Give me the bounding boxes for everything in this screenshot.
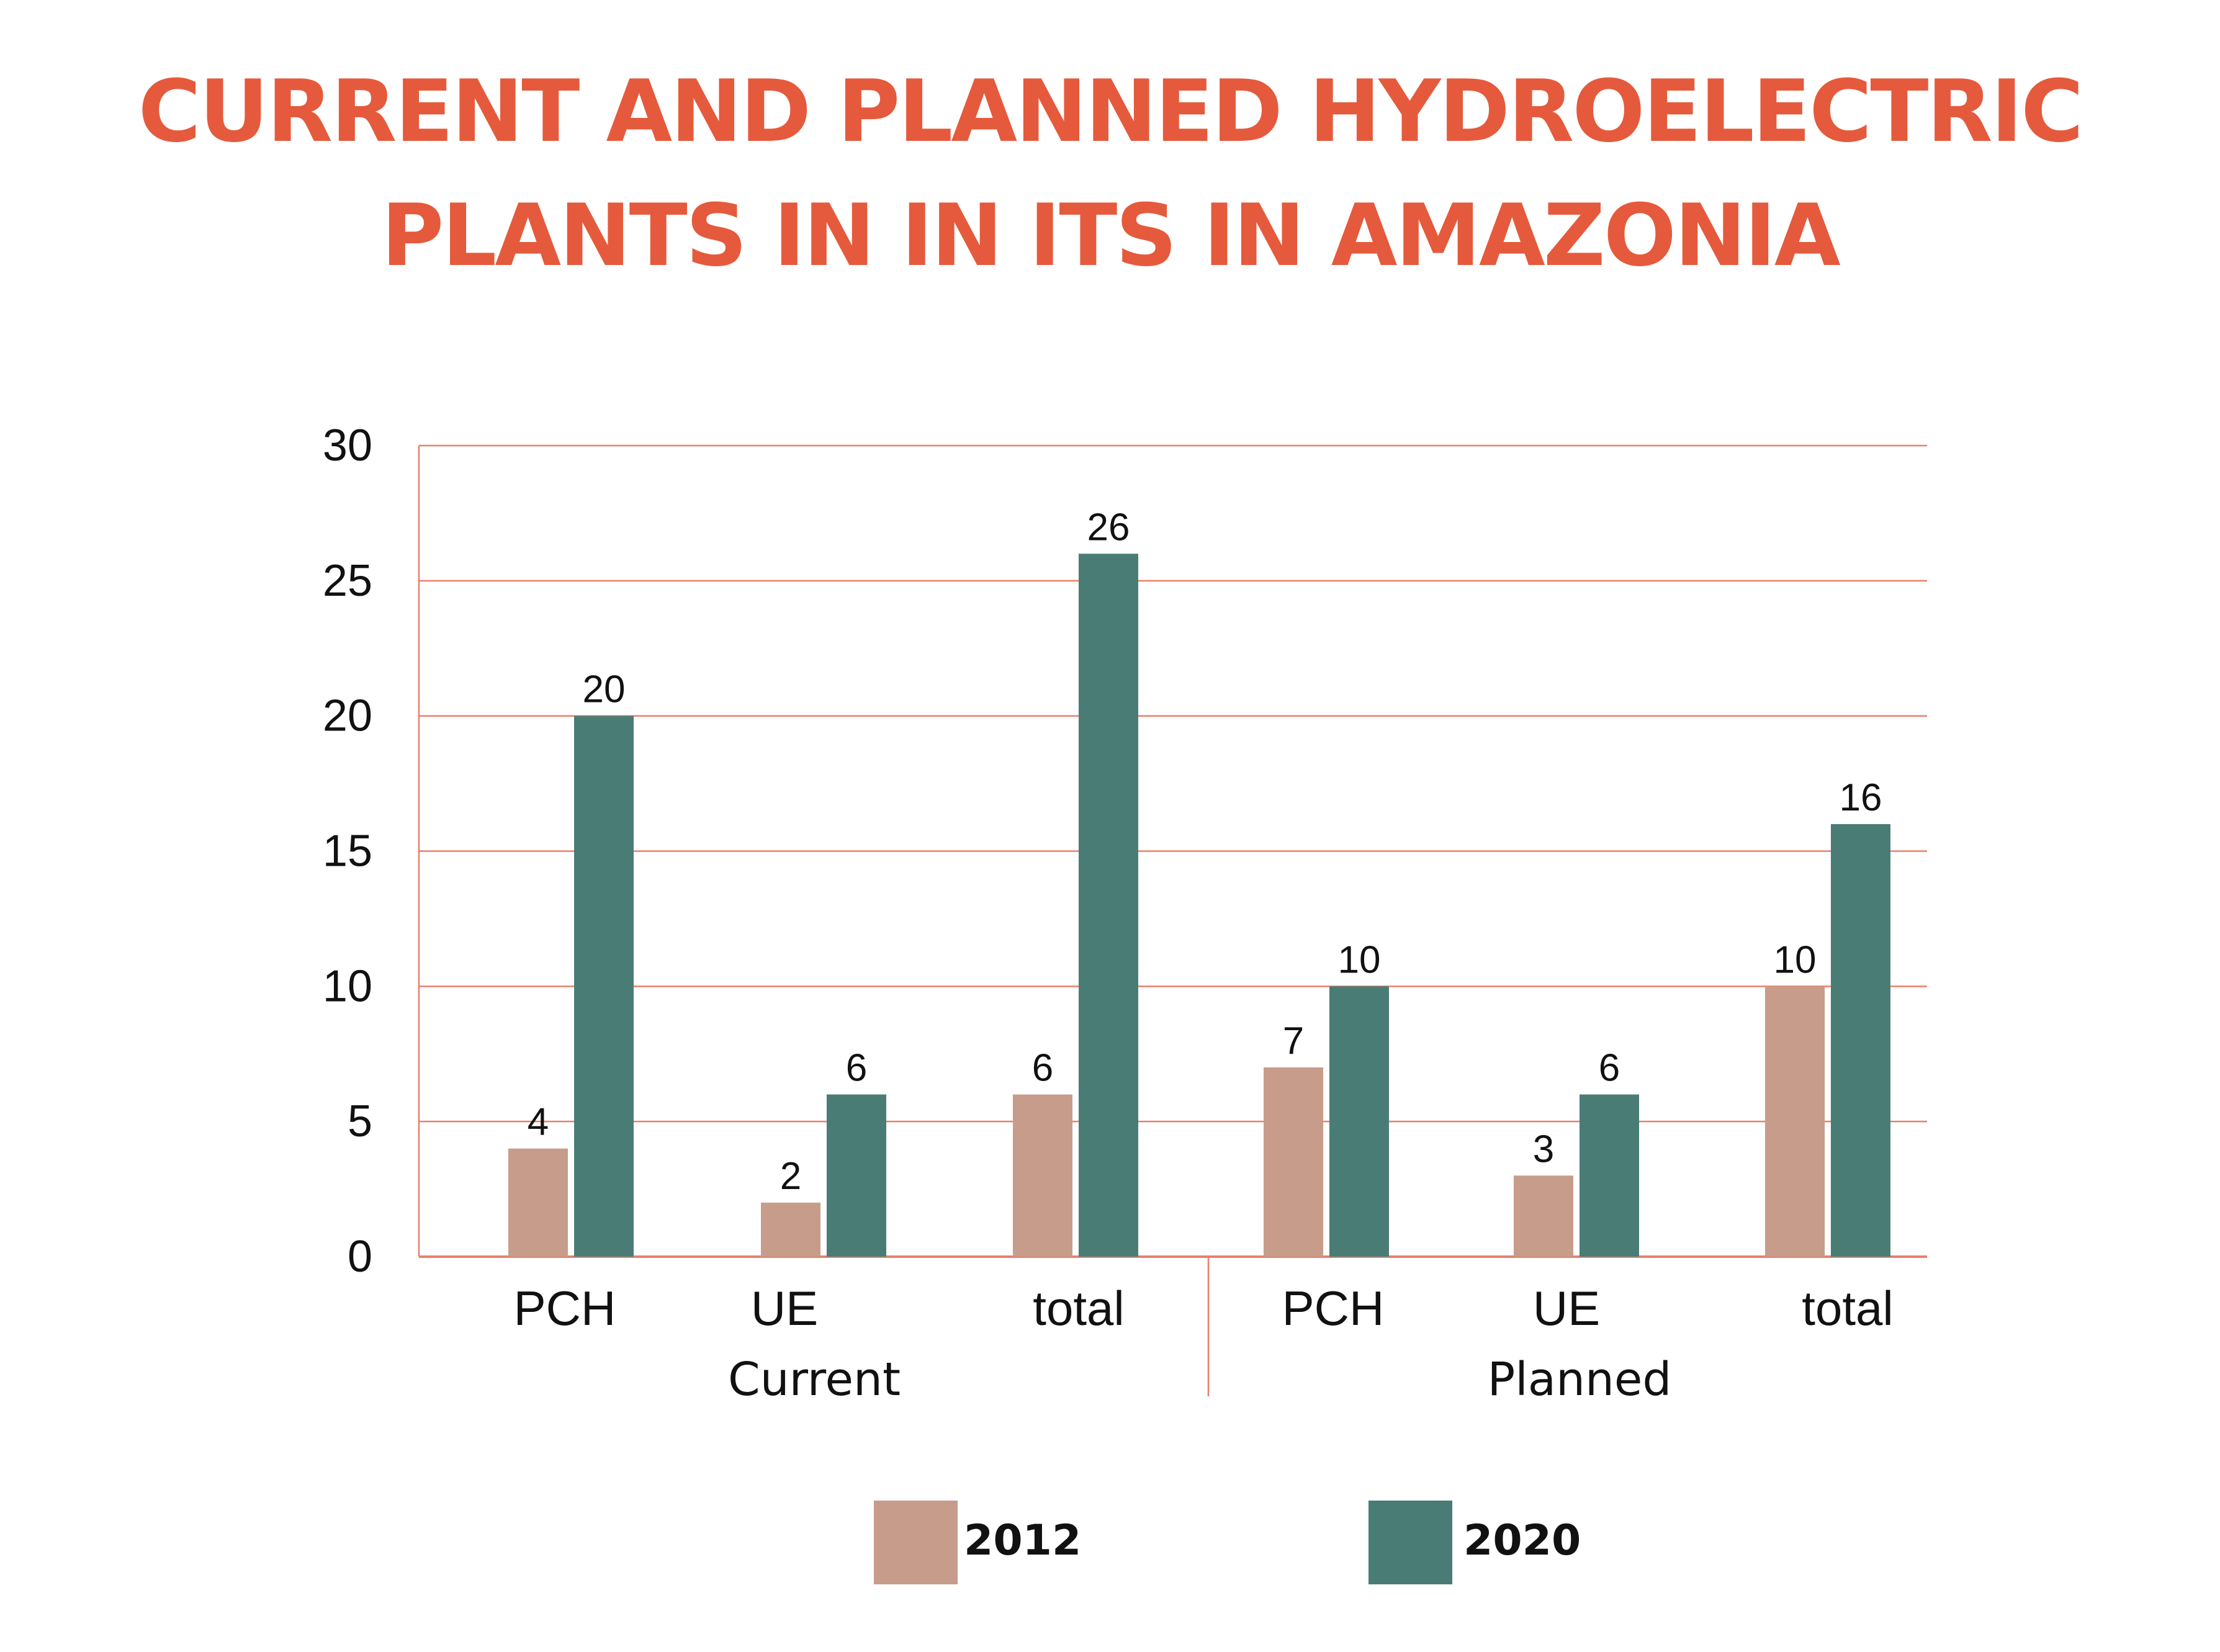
x-axis-categories: PCH UE total PCH UE total — [514, 1281, 1894, 1336]
x-category-label: UE — [1533, 1281, 1600, 1336]
bar-2012-total — [1013, 1094, 1072, 1257]
x-category-label: UE — [751, 1281, 818, 1336]
legend-swatch-2020 — [1368, 1501, 1452, 1584]
bar-2020-ue — [827, 1094, 886, 1257]
chart-title-line-1: CURRENT AND PLANNED HYDROELECTRIC — [138, 61, 2084, 161]
y-tick-label: 15 — [323, 827, 372, 876]
bars — [508, 554, 1890, 1257]
bar-2020-pch — [1329, 986, 1389, 1257]
x-category-label: total — [1033, 1281, 1124, 1336]
bar-2020-ue — [1580, 1094, 1639, 1257]
y-tick-label: 0 — [348, 1232, 372, 1282]
bar-2012-ue — [761, 1202, 820, 1257]
x-category-label: PCH — [1282, 1281, 1385, 1336]
bar-2012-pch — [1264, 1067, 1323, 1257]
grid-lines — [418, 444, 1927, 1396]
chart-title: CURRENT AND PLANNED HYDROELECTRIC PLANTS… — [0, 50, 2220, 298]
bar-2012-pch — [508, 1148, 568, 1257]
x-group-label: Planned — [1488, 1353, 1672, 1406]
bar-2020-pch — [574, 716, 634, 1257]
y-tick-label: 20 — [323, 691, 372, 741]
data-label: 16 — [1840, 776, 1882, 819]
legend-swatch-2012 — [874, 1501, 958, 1584]
data-label: 4 — [528, 1101, 549, 1144]
legend-label-2020: 2020 — [1463, 1516, 1581, 1565]
y-tick-label: 30 — [323, 421, 372, 470]
x-group-label: Current — [728, 1353, 901, 1406]
y-tick-label: 10 — [323, 961, 372, 1011]
data-label: 6 — [1032, 1047, 1053, 1090]
data-label: 6 — [846, 1047, 867, 1090]
data-label: 2 — [780, 1155, 801, 1198]
y-tick-label: 5 — [348, 1097, 372, 1146]
data-label: 20 — [583, 668, 626, 711]
data-label: 10 — [1338, 938, 1381, 981]
data-label: 7 — [1283, 1020, 1304, 1062]
data-label: 6 — [1599, 1047, 1620, 1090]
data-label: 10 — [1774, 938, 1817, 981]
legend-label-2012: 2012 — [964, 1516, 1082, 1565]
bar-2012-ue — [1514, 1175, 1573, 1257]
y-axis-ticks: 0 5 10 15 20 25 30 — [323, 421, 372, 1282]
y-tick-label: 25 — [323, 556, 372, 606]
x-axis-groups: Current Planned — [728, 1353, 1671, 1406]
data-label: 3 — [1533, 1128, 1554, 1170]
chart-title-line-2: PLANTS IN IN ITS IN AMAZONIA — [381, 186, 1840, 285]
x-category-label: PCH — [514, 1281, 616, 1336]
x-category-label: total — [1802, 1281, 1893, 1336]
bar-2020-total — [1831, 824, 1890, 1257]
bar-2020-total — [1079, 554, 1138, 1257]
data-label: 26 — [1087, 506, 1130, 549]
bar-2012-total — [1765, 986, 1825, 1257]
